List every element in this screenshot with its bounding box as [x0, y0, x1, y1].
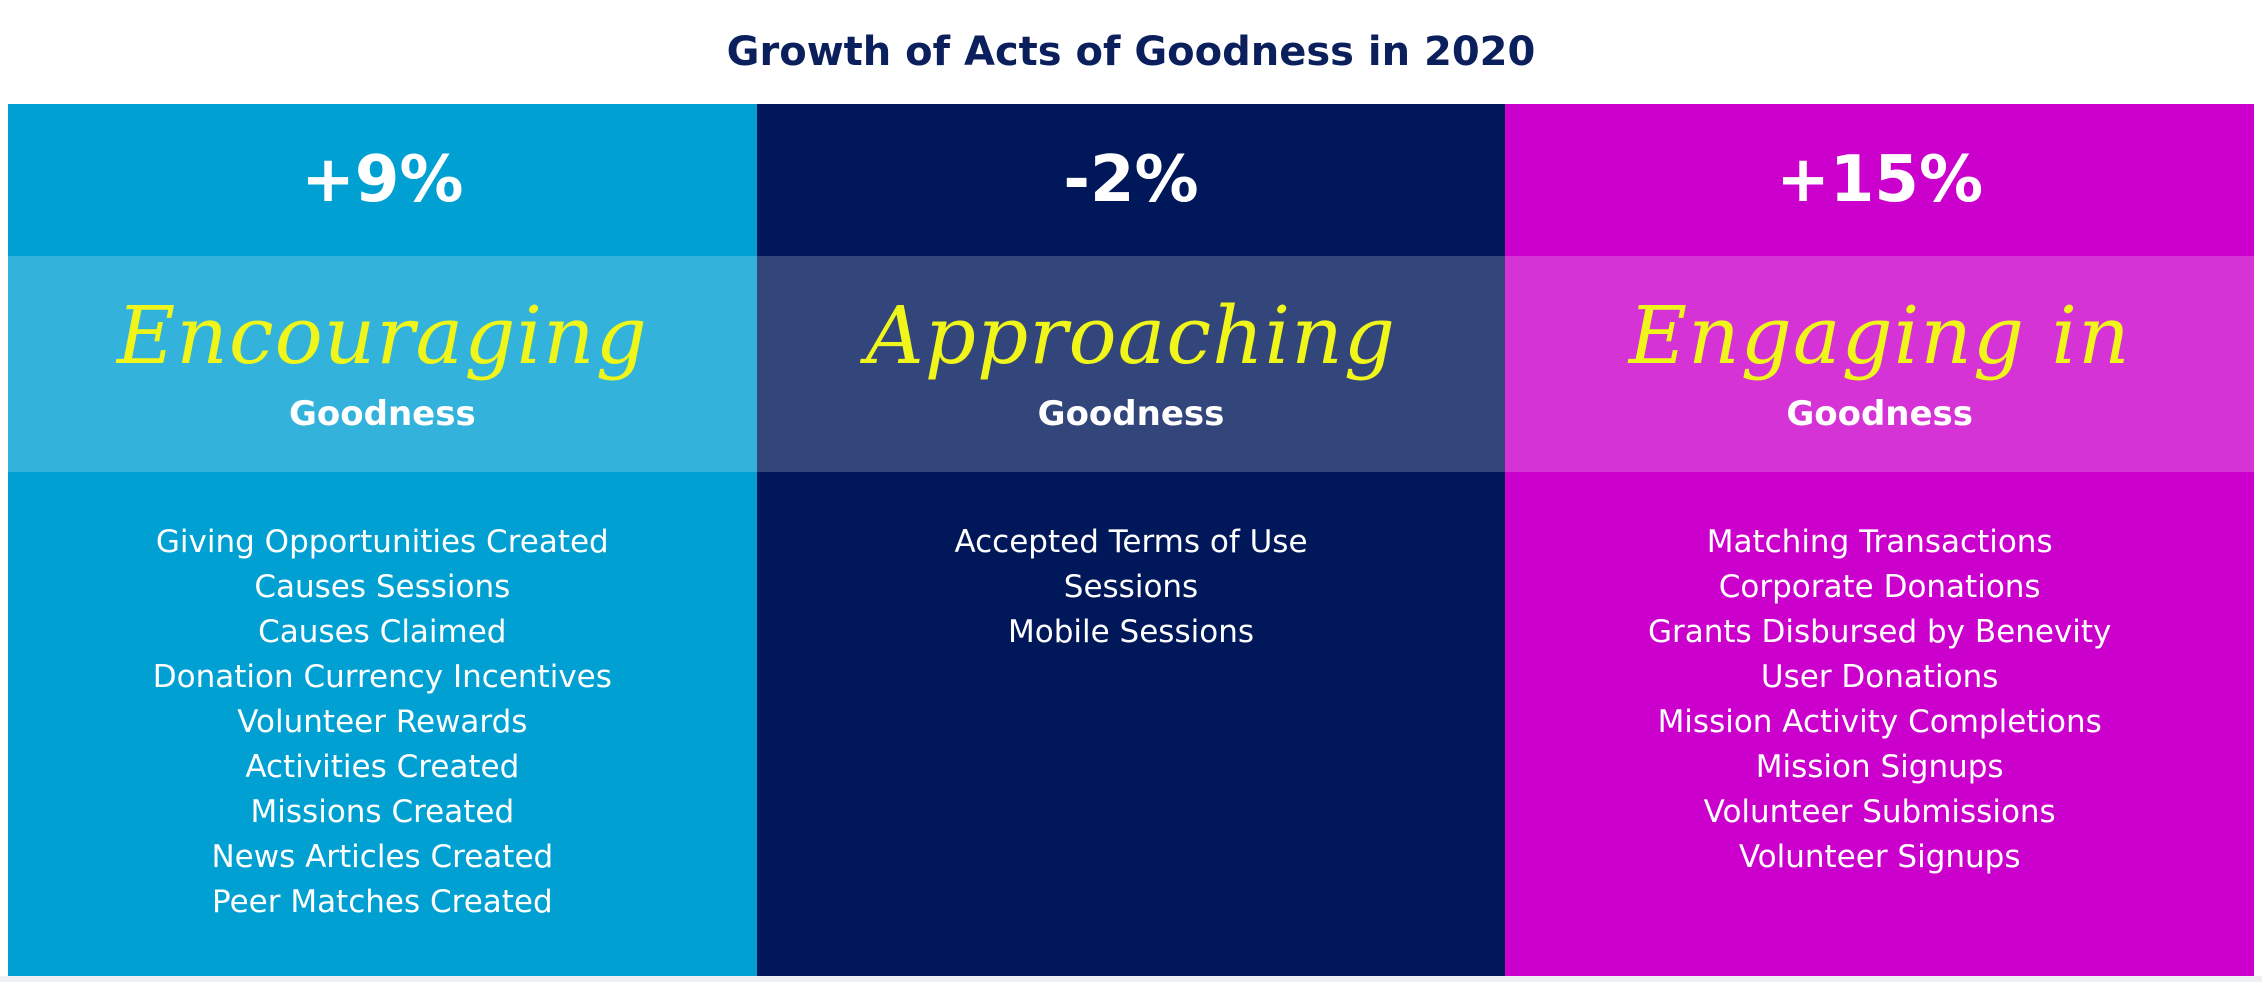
metric-item: News Articles Created — [211, 839, 554, 875]
metric-item: Mission Activity Completions — [1657, 704, 2102, 740]
metric-item: Activities Created — [245, 749, 520, 785]
column-approaching: -2% Approaching Goodness Accepted Terms … — [756, 104, 1506, 976]
metric-item: Volunteer Rewards — [237, 704, 528, 740]
column-subheading: Goodness — [1037, 394, 1225, 434]
metric-list: Matching Transactions Corporate Donations… — [1505, 472, 2254, 880]
metric-item: Corporate Donations — [1718, 569, 2041, 605]
metric-item: Missions Created — [250, 794, 515, 830]
column-subheading: Goodness — [1786, 394, 1974, 434]
metric-item: Causes Claimed — [258, 614, 507, 650]
metric-item: Sessions — [1063, 569, 1199, 605]
growth-percent: +9% — [301, 143, 464, 217]
goodness-columns: +9% Encouraging Goodness Giving Opportun… — [8, 104, 2255, 976]
column-heading: Engaging in — [1628, 289, 2131, 382]
metric-item: Matching Transactions — [1706, 524, 2053, 560]
column-subheading: Goodness — [288, 394, 476, 434]
column-heading: Approaching — [866, 289, 1396, 382]
metric-item: Peer Matches Created — [211, 884, 553, 920]
column-heading: Encouraging — [116, 289, 648, 382]
growth-percent: -2% — [1063, 143, 1199, 217]
column-encouraging: +9% Encouraging Goodness Giving Opportun… — [8, 104, 757, 976]
column-header-band: Encouraging Goodness — [8, 256, 757, 472]
growth-percent: +15% — [1776, 143, 1984, 217]
metric-item: Volunteer Submissions — [1703, 794, 2056, 830]
metric-item: Giving Opportunities Created — [155, 524, 609, 560]
metric-item: Mission Signups — [1755, 749, 2004, 785]
metric-item: Donation Currency Incentives — [152, 659, 612, 695]
metric-item: Volunteer Signups — [1738, 839, 2021, 875]
column-header-band: Engaging in Goodness — [1505, 256, 2255, 472]
metric-list: Accepted Terms of Use Sessions Mobile Sess… — [757, 472, 1506, 655]
metric-item: User Donations — [1760, 659, 1999, 695]
metric-item: Grants Disbursed by Benevity — [1647, 614, 2112, 650]
bottom-divider — [0, 976, 2262, 982]
column-header-band: Approaching Goodness — [756, 256, 1506, 472]
column-engaging: +15% Engaging in Goodness Matching Trans… — [1505, 104, 2255, 976]
metric-item: Mobile Sessions — [1008, 614, 1254, 650]
page-title: Growth of Acts of Goodness in 2020 — [726, 29, 1536, 75]
metric-item: Causes Sessions — [254, 569, 511, 605]
metric-list: Giving Opportunities Created Causes Sessi… — [8, 472, 757, 925]
metric-item: Accepted Terms of Use — [954, 524, 1308, 560]
